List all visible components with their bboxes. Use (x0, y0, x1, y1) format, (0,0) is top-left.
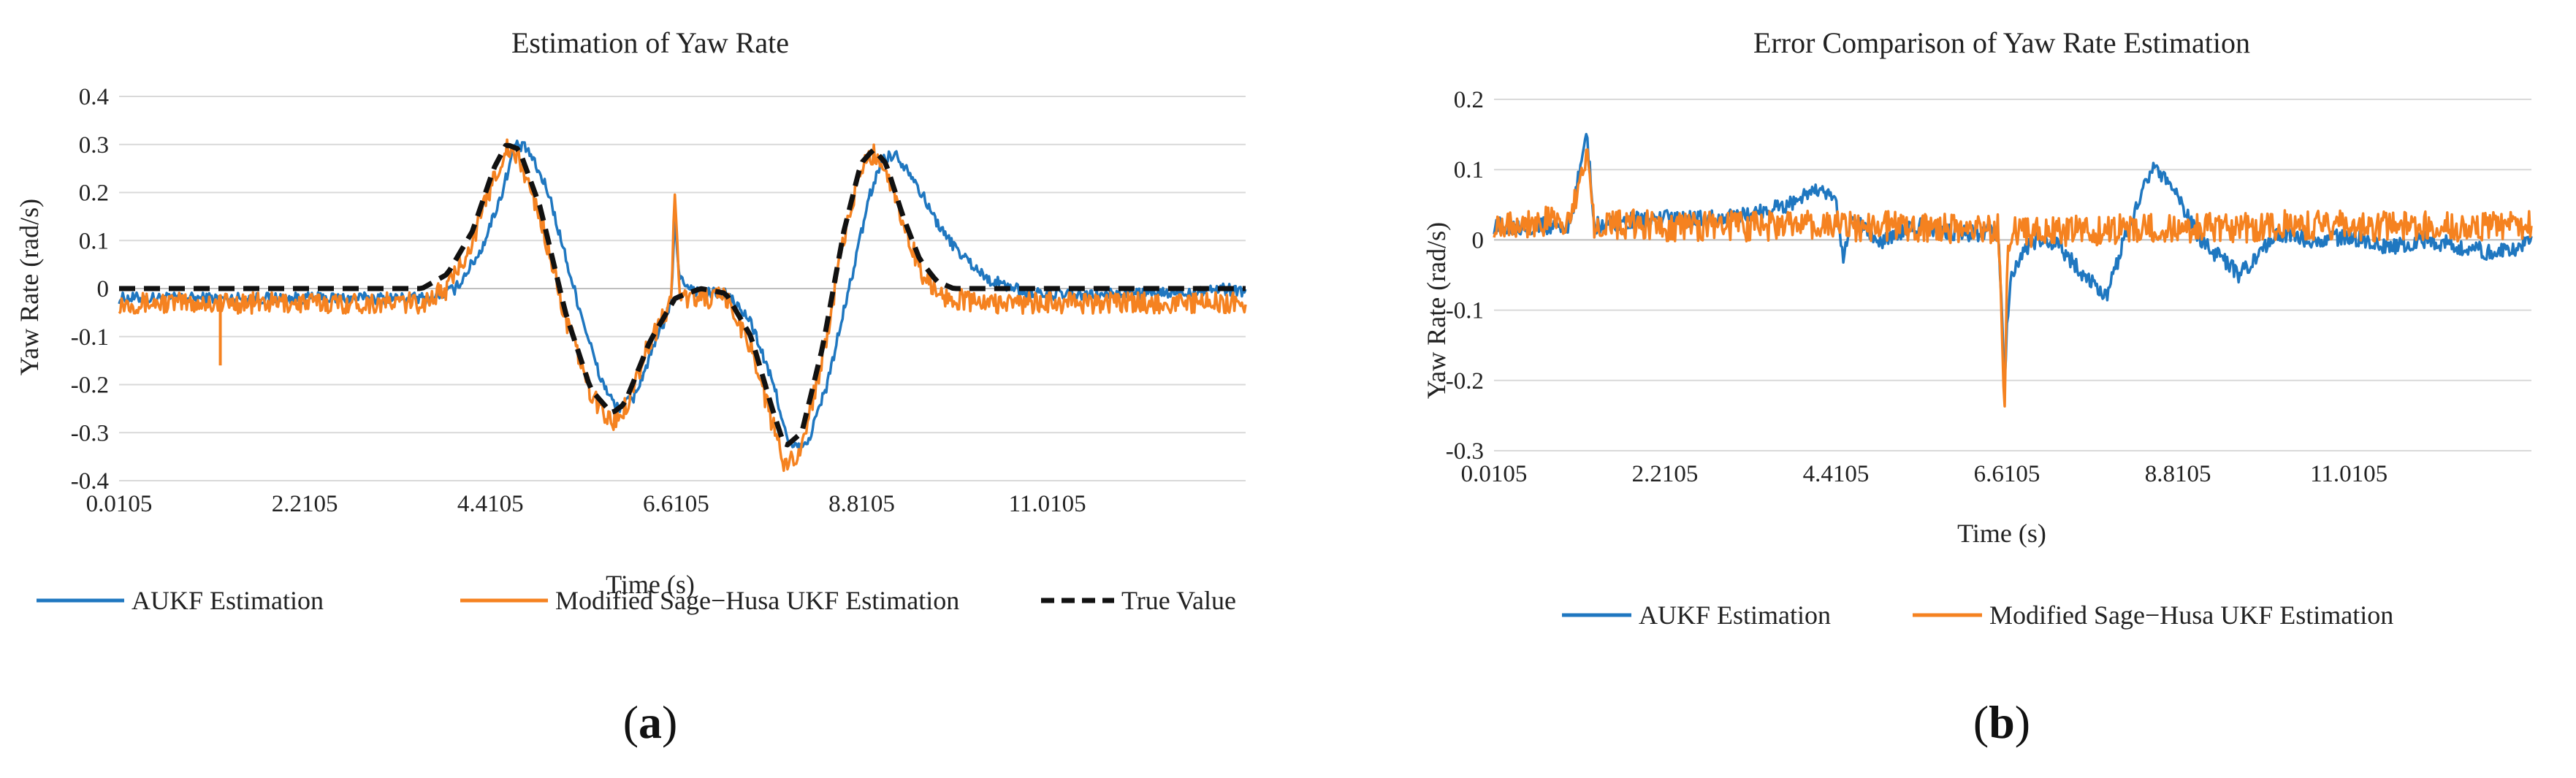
y-tick-label: -0.3 (1446, 438, 1484, 465)
series-line-modified-sage-husa-ukf-estimation (118, 138, 1247, 473)
chart-b-y-axis-label: Yaw Rate (rad/s) (1422, 222, 1451, 399)
chart-b-series (1493, 132, 2533, 408)
y-tick-label: 0.3 (79, 132, 109, 159)
chart-error-comparison: Error Comparison of Yaw Rate Estimation … (1422, 26, 2533, 748)
chart-a-x-axis-label: Time (s) (606, 570, 695, 599)
y-tick-label: -0.3 (71, 420, 109, 446)
x-tick-label: 11.0105 (1009, 491, 1086, 517)
x-tick-label: 4.4105 (1803, 461, 1870, 487)
legend-label: Modified Sage−Husa UKF Estimation (555, 586, 959, 615)
y-tick-label: -0.2 (1446, 368, 1484, 394)
chart-a-title: Estimation of Yaw Rate (511, 26, 789, 59)
y-tick-label: 0.1 (1454, 157, 1484, 183)
x-tick-label: 2.2105 (1632, 461, 1699, 487)
series-line-modified-sage-husa-ukf-estimation (1493, 148, 2533, 408)
panel-b-label-open: ( (1973, 696, 1989, 748)
x-tick-label: 8.8105 (828, 491, 895, 517)
panel-a-label-letter: a (639, 696, 662, 748)
x-tick-label: 6.6105 (643, 491, 709, 517)
y-tick-label: 0 (97, 276, 110, 302)
chart-a-x-ticks: 0.0105 2.2105 4.4105 6.6105 8.8105 11.0105 (86, 491, 1086, 517)
panel-a-label-close: ) (662, 696, 677, 748)
chart-a-y-axis-label: Yaw Rate (rad/s) (15, 199, 44, 375)
y-tick-label: 0.2 (79, 180, 109, 207)
panel-a-label-open: ( (623, 696, 639, 748)
y-tick-label: 0.4 (79, 84, 109, 110)
legend-label: AUKF Estimation (1639, 600, 1831, 630)
y-tick-label: 0 (1472, 227, 1485, 253)
y-tick-label: -0.1 (1446, 298, 1484, 324)
legend-label: True Value (1121, 586, 1236, 615)
chart-a-legend: AUKF Estimation Modified Sage−Husa UKF Es… (37, 586, 1236, 615)
legend-label: Modified Sage−Husa UKF Estimation (1989, 600, 2393, 630)
series-line-true-value (119, 142, 1246, 448)
chart-a-y-ticks: 0.4 0.3 0.2 0.1 0 -0.1 -0.2 -0.3 -0.4 (71, 84, 109, 495)
chart-a-series (118, 138, 1247, 473)
chart-b-legend: AUKF Estimation Modified Sage−Husa UKF Es… (1562, 600, 2393, 630)
panel-b-label: (b) (1973, 696, 2030, 748)
chart-yaw-rate-estimation: Estimation of Yaw Rate 0.4 0.3 0.2 0.1 0 -0.1… (15, 26, 1247, 748)
chart-b-x-axis-label: Time (s) (1957, 519, 2046, 548)
y-tick-label: -0.2 (71, 373, 109, 399)
x-tick-label: 11.0105 (2310, 461, 2388, 487)
chart-b-title: Error Comparison of Yaw Rate Estimation (1753, 26, 2250, 59)
x-tick-label: 2.2105 (272, 491, 338, 517)
chart-b-x-ticks: 0.0105 2.2105 4.4105 6.6105 8.8105 11.0105 (1461, 461, 2388, 487)
x-tick-label: 0.0105 (86, 491, 153, 517)
y-tick-label: -0.4 (71, 468, 109, 495)
y-tick-label: -0.1 (71, 324, 109, 351)
x-tick-label: 0.0105 (1461, 461, 1528, 487)
x-tick-label: 4.4105 (457, 491, 524, 517)
series-line-aukf-estimation (1493, 132, 2533, 381)
x-tick-label: 6.6105 (1974, 461, 2040, 487)
x-tick-label: 8.8105 (2145, 461, 2211, 487)
panel-b-label-close: ) (2015, 696, 2030, 748)
chart-b-y-ticks: 0.2 0.1 0 -0.1 -0.2 -0.3 (1446, 87, 1484, 465)
panel-a-label: (a) (623, 696, 678, 748)
legend-label: AUKF Estimation (132, 586, 324, 615)
y-tick-label: 0.2 (1454, 87, 1484, 113)
y-tick-label: 0.1 (79, 228, 109, 254)
panel-b-label-letter: b (1989, 696, 2015, 748)
